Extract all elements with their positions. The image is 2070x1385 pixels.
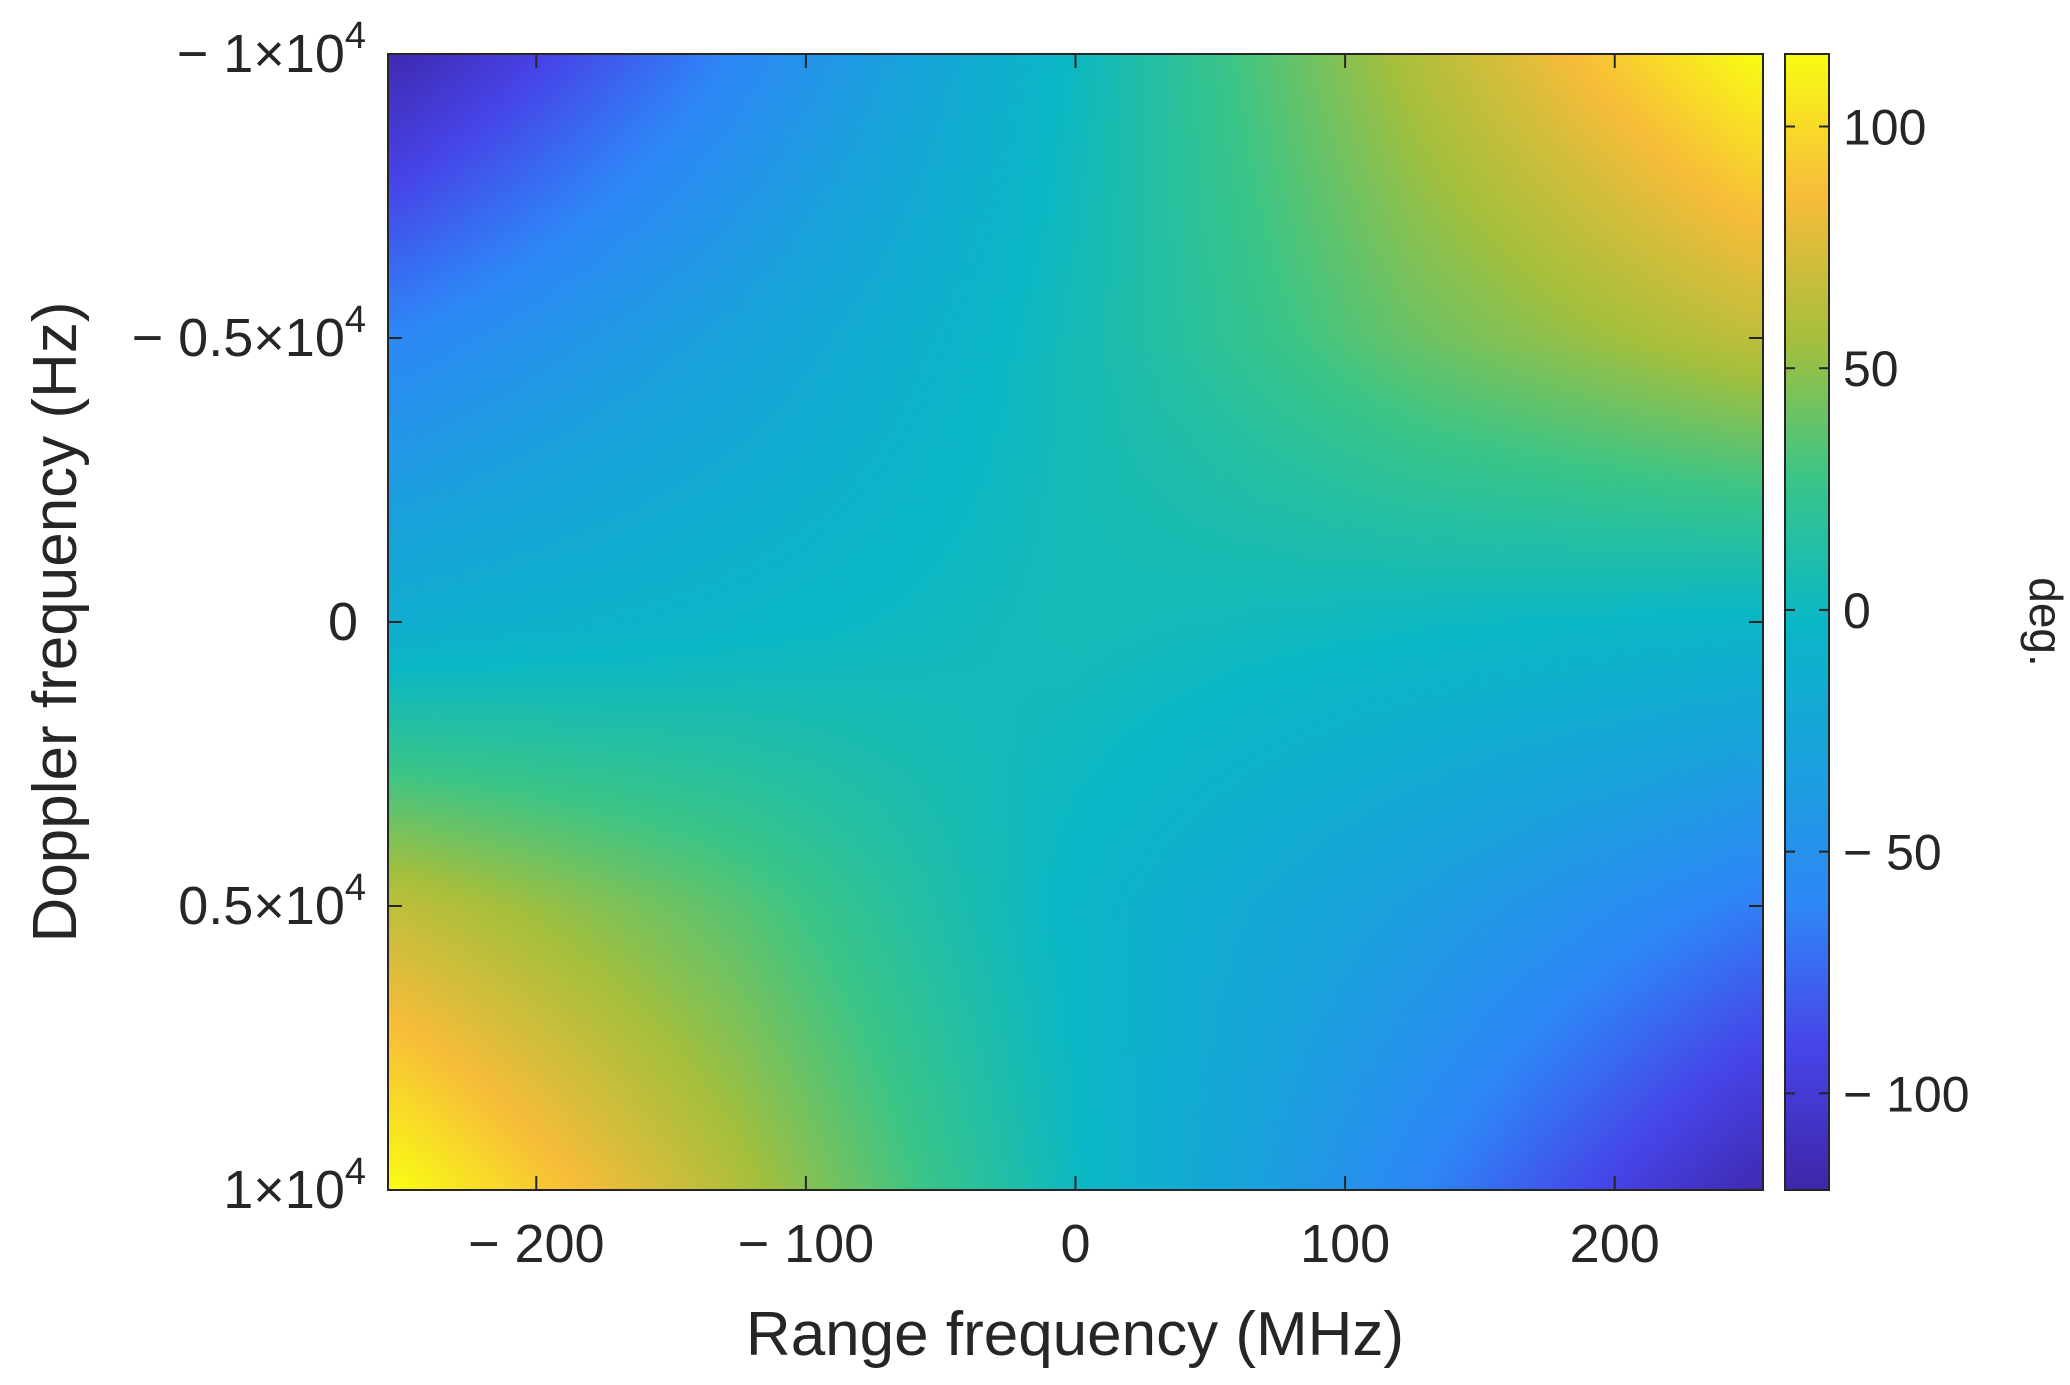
- x-axis-label: Range frequency (MHz): [746, 1300, 1404, 1369]
- y-tick-label: 1×104: [223, 1151, 366, 1220]
- y-axis-ticks: − 1×104 − 0.5×104 0 0.5×104 1×104: [132, 15, 1763, 1220]
- x-axis-ticks: − 200 − 100 0 100 200: [468, 54, 1660, 1274]
- colorbar-tick-label: 100: [1843, 100, 1926, 156]
- x-tick-label: 100: [1300, 1214, 1390, 1274]
- colorbar-ticks: − 100 − 50 0 50 100: [1785, 100, 1970, 1122]
- heatmap: [388, 54, 1763, 1190]
- colorbar-tick-label: 50: [1843, 341, 1899, 397]
- y-axis-label: Doppler frequency (Hz): [21, 302, 90, 943]
- y-tick-label: 0.5×104: [178, 867, 366, 936]
- x-tick-label: − 200: [468, 1214, 605, 1274]
- y-tick-label: − 1×104: [177, 15, 366, 84]
- colorbar-tick-label: − 100: [1843, 1066, 1970, 1122]
- x-tick-label: 200: [1570, 1214, 1660, 1274]
- colorbar: − 100 − 50 0 50 100 deg.: [1784, 53, 2070, 1191]
- y-tick-label: 0: [328, 592, 358, 652]
- y-tick-label: − 0.5×104: [132, 299, 366, 368]
- plot-area: − 200 − 100 0 100 200 − 1×104 − 0.5×104 0 0.5×1…: [132, 15, 1764, 1274]
- colorbar-label: deg.: [2020, 577, 2070, 667]
- x-tick-label: 0: [1060, 1214, 1090, 1274]
- colorbar-gradient: [1784, 53, 1830, 1191]
- colorbar-tick-label: 0: [1843, 583, 1871, 639]
- x-tick-label: − 100: [738, 1214, 875, 1274]
- colorbar-tick-label: − 50: [1843, 825, 1942, 881]
